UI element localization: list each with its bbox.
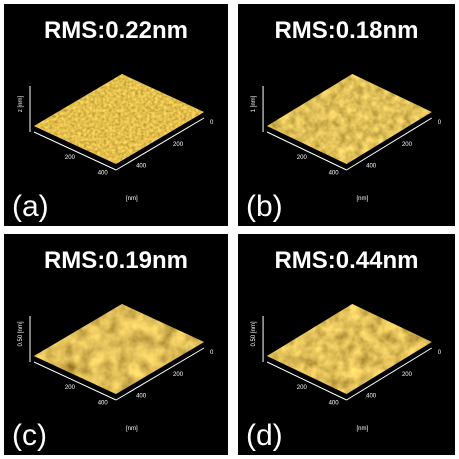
tick-label: 200 — [65, 385, 76, 391]
panel-label: (a) — [12, 190, 49, 223]
z-axis-label: z [nm] — [18, 96, 24, 113]
axis-unit: [nm] — [126, 426, 138, 432]
tick-label: 400 — [136, 394, 147, 400]
tick-label: 200 — [297, 385, 308, 391]
tick-label: 400 — [98, 170, 109, 176]
axis-unit: [nm] — [357, 196, 369, 202]
panel-title: RMS:0.19nm — [44, 247, 188, 274]
z-axis-label: 1 [nm] — [251, 95, 257, 112]
tick-label: 200 — [65, 155, 76, 161]
z-axis-label: 0.50 [nm] — [251, 321, 257, 346]
figure: RMS:0.22nmz [nm]2004000200400[nm](a)RMS:… — [0, 0, 459, 459]
tick-label: 400 — [136, 164, 147, 170]
tick-label: 400 — [366, 164, 377, 170]
panel-label: (c) — [12, 419, 47, 452]
tick-label: 200 — [173, 142, 184, 148]
tick-label: 200 — [297, 155, 308, 161]
panel-label: (b) — [246, 190, 283, 223]
z-axis-label: 0.50 [nm] — [18, 321, 24, 346]
tick-label: 200 — [402, 142, 413, 148]
panel-title: RMS:0.44nm — [274, 247, 418, 274]
tick-label: 400 — [329, 400, 340, 406]
axis-unit: [nm] — [357, 426, 369, 432]
panel-title: RMS:0.18nm — [274, 17, 418, 44]
tick-label: 400 — [98, 400, 109, 406]
panel-label: (d) — [246, 419, 283, 452]
tick-label: 200 — [173, 372, 184, 378]
tick-label: 400 — [366, 394, 377, 400]
tick-label: 400 — [329, 170, 340, 176]
axis-unit: [nm] — [126, 196, 138, 202]
panel-title: RMS:0.22nm — [44, 17, 188, 44]
tick-label: 200 — [402, 372, 413, 378]
